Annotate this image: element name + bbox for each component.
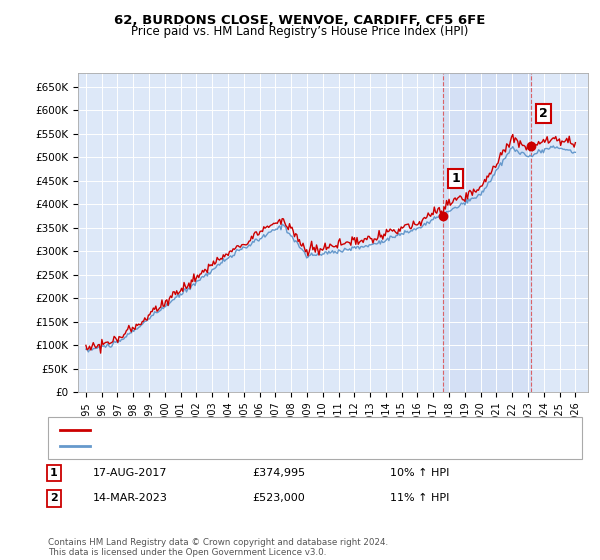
Text: 14-MAR-2023: 14-MAR-2023 bbox=[93, 493, 168, 503]
Text: 11% ↑ HPI: 11% ↑ HPI bbox=[390, 493, 449, 503]
Text: Contains HM Land Registry data © Crown copyright and database right 2024.
This d: Contains HM Land Registry data © Crown c… bbox=[48, 538, 388, 557]
Text: 62, BURDONS CLOSE, WENVOE, CARDIFF, CF5 6FE (detached house): 62, BURDONS CLOSE, WENVOE, CARDIFF, CF5 … bbox=[96, 424, 438, 435]
Text: HPI: Average price, detached house, Vale of Glamorgan: HPI: Average price, detached house, Vale… bbox=[96, 441, 373, 451]
Text: 1: 1 bbox=[451, 172, 460, 185]
Bar bbox=[443, 73, 531, 392]
Text: £374,995: £374,995 bbox=[252, 468, 305, 478]
Text: 2: 2 bbox=[50, 493, 58, 503]
Text: 62, BURDONS CLOSE, WENVOE, CARDIFF, CF5 6FE: 62, BURDONS CLOSE, WENVOE, CARDIFF, CF5 … bbox=[115, 14, 485, 27]
Text: Price paid vs. HM Land Registry’s House Price Index (HPI): Price paid vs. HM Land Registry’s House … bbox=[131, 25, 469, 38]
Text: £523,000: £523,000 bbox=[252, 493, 305, 503]
Text: 2: 2 bbox=[539, 107, 548, 120]
Text: 1: 1 bbox=[50, 468, 58, 478]
Text: 17-AUG-2017: 17-AUG-2017 bbox=[93, 468, 167, 478]
Text: 10% ↑ HPI: 10% ↑ HPI bbox=[390, 468, 449, 478]
